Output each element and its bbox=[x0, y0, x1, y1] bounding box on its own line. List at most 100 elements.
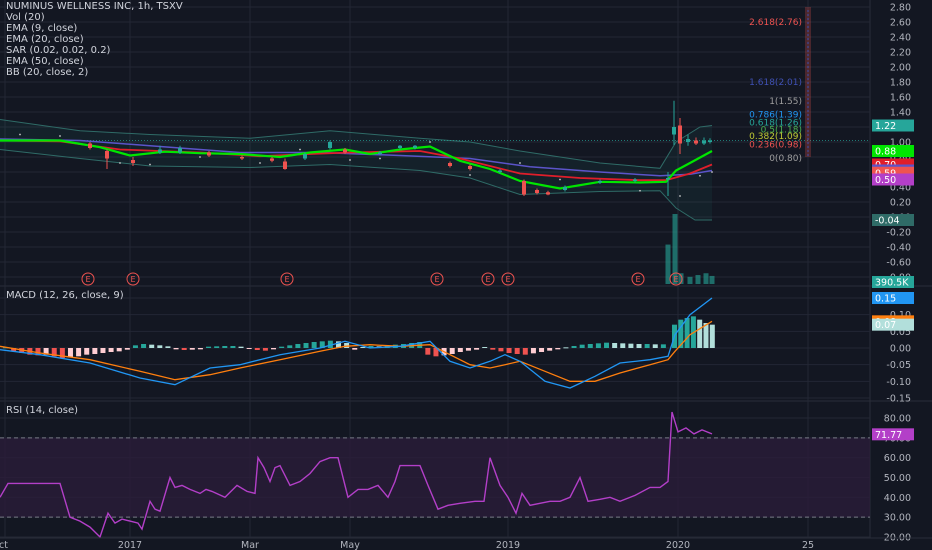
macd-histogram-bar[interactable] bbox=[132, 345, 138, 348]
macd-histogram-bar[interactable] bbox=[465, 348, 471, 351]
macd-legend[interactable]: MACD (12, 26, close, 9) bbox=[6, 290, 124, 301]
macd-histogram-bar[interactable] bbox=[108, 348, 114, 352]
macd-histogram-bar[interactable] bbox=[279, 346, 285, 348]
candle-body[interactable] bbox=[88, 143, 92, 149]
macd-histogram-bar[interactable] bbox=[449, 348, 455, 354]
price-label-badge[interactable]: -0.04 bbox=[872, 214, 914, 227]
macd-histogram-bar[interactable] bbox=[262, 348, 268, 351]
earnings-marker[interactable]: E bbox=[669, 272, 683, 286]
candle-body[interactable] bbox=[708, 140, 712, 143]
macd-histogram-bar[interactable] bbox=[254, 348, 260, 350]
legend-vol[interactable]: Vol (20) bbox=[6, 12, 45, 23]
macd-histogram-bar[interactable] bbox=[11, 348, 17, 352]
macd-histogram-bar[interactable] bbox=[238, 346, 244, 348]
macd-histogram-bar[interactable] bbox=[287, 345, 293, 348]
candle-body[interactable] bbox=[413, 145, 417, 148]
candle-body[interactable] bbox=[178, 148, 182, 153]
volume-bar[interactable] bbox=[703, 273, 709, 284]
macd-histogram-bar[interactable] bbox=[457, 348, 463, 352]
macd-histogram-bar[interactable] bbox=[530, 348, 536, 354]
macd-histogram-bar[interactable] bbox=[311, 342, 317, 348]
macd-histogram-bar[interactable] bbox=[636, 344, 642, 348]
candle-body[interactable] bbox=[448, 163, 452, 166]
macd-histogram-bar[interactable] bbox=[587, 344, 593, 348]
macd-histogram-bar[interactable] bbox=[173, 348, 179, 350]
macd-histogram-bar[interactable] bbox=[678, 319, 684, 348]
candle-body[interactable] bbox=[468, 166, 472, 169]
rsi-pane[interactable] bbox=[0, 411, 870, 539]
fib-level-label[interactable]: 1(1.55) bbox=[769, 97, 802, 107]
macd-histogram-bar[interactable] bbox=[84, 348, 90, 355]
price-label-badge[interactable]: 0.07 bbox=[872, 318, 914, 332]
macd-pane[interactable] bbox=[0, 297, 715, 389]
candle-body[interactable] bbox=[522, 181, 526, 195]
candle-body[interactable] bbox=[702, 140, 706, 144]
price-label-badge[interactable]: 0.50 bbox=[872, 173, 914, 187]
fib-level-label[interactable]: 0.382(1.09) bbox=[749, 132, 802, 142]
fib-level-label[interactable]: 0.786(1.39) bbox=[749, 110, 802, 120]
macd-histogram-bar[interactable] bbox=[563, 347, 569, 349]
candle-body[interactable] bbox=[598, 181, 602, 183]
earnings-marker[interactable]: E bbox=[430, 272, 444, 286]
candle-body[interactable] bbox=[207, 152, 211, 156]
legend-bb[interactable]: BB (20, close, 2) bbox=[6, 67, 89, 78]
macd-histogram-bar[interactable] bbox=[67, 348, 73, 358]
macd-histogram-bar[interactable] bbox=[197, 348, 203, 350]
macd-histogram-bar[interactable] bbox=[344, 343, 350, 348]
macd-histogram-bar[interactable] bbox=[482, 347, 488, 348]
candle-body[interactable] bbox=[694, 140, 698, 144]
macd-histogram-bar[interactable] bbox=[684, 318, 690, 348]
volume-bar[interactable] bbox=[672, 214, 678, 284]
fib-level-label[interactable]: 0.236(0.98) bbox=[749, 140, 802, 150]
macd-histogram-bar[interactable] bbox=[433, 348, 439, 357]
bollinger-lower-line[interactable] bbox=[0, 149, 712, 221]
macd-histogram-bar[interactable] bbox=[506, 348, 512, 353]
candle-body[interactable] bbox=[672, 127, 676, 135]
bollinger-upper-line[interactable] bbox=[0, 119, 713, 169]
macd-histogram-bar[interactable] bbox=[116, 348, 122, 352]
candle-body[interactable] bbox=[240, 157, 244, 159]
candle-body[interactable] bbox=[131, 160, 135, 163]
candle-body[interactable] bbox=[686, 139, 690, 142]
legend-sar[interactable]: SAR (0.02, 0.02, 0.2) bbox=[6, 45, 111, 56]
macd-histogram-bar[interactable] bbox=[303, 343, 309, 348]
volume-bar[interactable] bbox=[687, 276, 693, 284]
macd-histogram-bar[interactable] bbox=[51, 348, 57, 357]
volume-bar[interactable] bbox=[678, 273, 684, 284]
macd-line[interactable] bbox=[0, 297, 713, 389]
macd-histogram-bar[interactable] bbox=[35, 348, 41, 356]
candle-body[interactable] bbox=[678, 125, 682, 144]
macd-histogram-bar[interactable] bbox=[295, 344, 301, 348]
macd-histogram-bar[interactable] bbox=[539, 348, 545, 352]
macd-histogram-bar[interactable] bbox=[189, 348, 195, 350]
candle-body[interactable] bbox=[303, 154, 307, 159]
macd-histogram-bar[interactable] bbox=[474, 348, 480, 350]
macd-histogram-bar[interactable] bbox=[230, 346, 236, 348]
candle-body[interactable] bbox=[270, 158, 274, 161]
macd-histogram-bar[interactable] bbox=[555, 348, 561, 350]
macd-histogram-bar[interactable] bbox=[547, 348, 553, 351]
macd-histogram-bar[interactable] bbox=[43, 348, 49, 355]
candle-body[interactable] bbox=[398, 145, 402, 148]
candle-body[interactable] bbox=[328, 142, 332, 148]
earnings-marker[interactable]: E bbox=[126, 272, 140, 286]
macd-histogram-bar[interactable] bbox=[214, 346, 220, 348]
rsi-line[interactable] bbox=[0, 411, 713, 539]
fib-level-label[interactable]: 0.5(1.18) bbox=[761, 125, 802, 135]
macd-histogram-bar[interactable] bbox=[522, 348, 528, 355]
legend-ema9[interactable]: EMA (9, close) bbox=[6, 23, 78, 34]
macd-histogram-bar[interactable] bbox=[352, 348, 358, 350]
price-pane[interactable]: 2.618(2.76) 1.618(2.01) 1(1.55) 0.786(1.39)… bbox=[0, 7, 870, 286]
price-label-badge[interactable]: 0.88 bbox=[872, 145, 914, 158]
macd-histogram-bar[interactable] bbox=[595, 343, 601, 348]
macd-signal-line[interactable] bbox=[0, 320, 713, 382]
macd-histogram-bar[interactable] bbox=[628, 343, 634, 348]
legend-ema50[interactable]: EMA (50, close) bbox=[6, 56, 84, 67]
price-axis[interactable]: 2.802.602.402.202.001.801.601.401.201.00… bbox=[872, 3, 914, 544]
macd-histogram-bar[interactable] bbox=[181, 348, 187, 350]
macd-histogram-bar[interactable] bbox=[697, 319, 703, 348]
macd-histogram-bar[interactable] bbox=[157, 345, 163, 348]
price-label-badge[interactable]: 71.77 bbox=[872, 428, 914, 441]
macd-histogram-bar[interactable] bbox=[703, 323, 709, 348]
